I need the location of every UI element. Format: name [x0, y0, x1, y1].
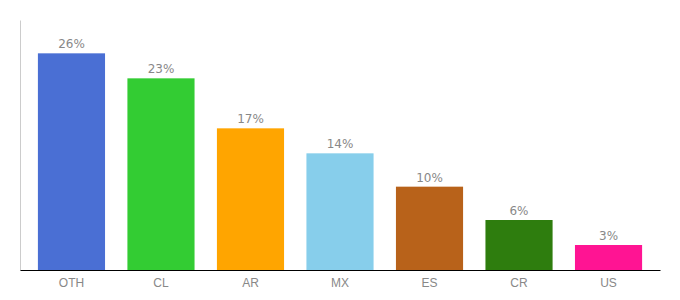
x-tick-label: ES	[422, 276, 438, 290]
x-tick-label: AR	[242, 276, 259, 290]
x-tick: US	[600, 276, 617, 290]
x-tick: CL	[153, 276, 169, 290]
x-axis: OTH CL AR MX ES CR US	[21, 271, 661, 290]
x-tick: AR	[242, 276, 259, 290]
data-label: 23%	[148, 62, 175, 76]
bar	[38, 53, 105, 270]
bar	[306, 153, 373, 270]
plot: 26% 23% 17% 14% 10% 6% 3% OTH CL AR MX ES CR US	[21, 21, 661, 290]
data-label: 3%	[599, 229, 618, 243]
bar	[575, 245, 642, 270]
x-tick-label: CL	[153, 276, 169, 290]
data-label: 17%	[237, 112, 264, 126]
x-axis-line	[21, 270, 661, 271]
x-tick-label: MX	[331, 276, 349, 290]
data-label: 26%	[58, 37, 85, 51]
bar	[127, 78, 194, 270]
bar	[217, 128, 284, 270]
bars	[38, 53, 642, 270]
data-label: 10%	[416, 171, 443, 185]
data-labels: 26% 23% 17% 14% 10% 6% 3%	[58, 37, 618, 243]
x-tick-label: US	[600, 276, 617, 290]
x-tick: OTH	[59, 276, 84, 290]
x-tick: MX	[331, 276, 349, 290]
data-label: 6%	[509, 204, 528, 218]
data-label: 14%	[327, 137, 354, 151]
y-axis-line	[20, 21, 21, 271]
x-tick: ES	[422, 276, 438, 290]
x-tick: CR	[510, 276, 528, 290]
bar	[396, 187, 463, 270]
chart: 26% 23% 17% 14% 10% 6% 3% OTH CL AR MX ES CR US	[0, 0, 680, 300]
y-axis	[20, 21, 21, 271]
x-tick-label: OTH	[59, 276, 84, 290]
bar	[485, 220, 552, 270]
x-tick-label: CR	[510, 276, 528, 290]
